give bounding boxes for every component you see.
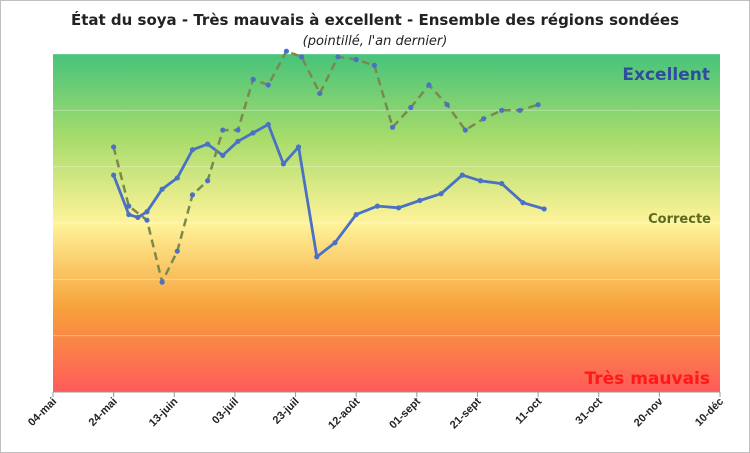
data-point-last-year [317,90,323,97]
data-point-current [144,209,150,215]
data-point-current [205,141,211,147]
x-axis: 04-mai 24-mai 13-juin 03-juil 23-juil 12-août… [26,391,726,432]
data-point-last-year [389,124,396,130]
zone-label-excellent: Excellent [622,65,710,85]
chart-subtitle: (pointillé, l'an dernier) [302,34,448,49]
data-point-current [374,203,381,209]
data-point-current [295,144,302,150]
data-point-last-year [299,54,305,60]
data-point-current [189,147,196,153]
data-point-last-year [250,76,256,82]
data-point-current [438,191,444,197]
data-point-last-year [205,178,211,184]
data-point-current [477,178,484,184]
data-point-last-year [283,48,290,54]
data-point-last-year [371,62,377,68]
data-point-current [126,211,132,218]
data-point-current [280,161,287,167]
data-point-current [332,240,338,246]
data-point-last-year [408,104,414,111]
x-tick-label: 10-déc [693,396,726,429]
data-point-current [174,175,180,181]
data-point-current [159,186,165,192]
data-point-last-year [535,102,541,108]
zone-label-correcte: Correcte [648,212,711,227]
data-point-current [396,205,402,211]
x-tick-label: 23-juil [271,396,302,427]
data-point-last-year [144,217,150,223]
data-point-last-year [462,127,468,133]
data-point-current [235,138,241,144]
data-point-current [220,152,226,158]
data-point-current [135,214,141,220]
data-point-current [541,206,547,212]
data-point-last-year [220,127,226,133]
data-point-last-year [111,144,117,150]
data-point-current [520,200,526,206]
data-point-current [250,130,256,136]
data-point-current [265,121,271,128]
data-point-last-year [335,54,341,60]
data-point-last-year [265,82,271,88]
x-tick-label: 21-sept [448,395,484,431]
data-point-last-year [159,279,165,285]
data-point-last-year [499,107,505,113]
data-point-last-year [353,57,359,63]
x-tick-label: 11-oct [513,395,544,426]
data-point-last-year [189,192,196,198]
x-tick-label: 20-nov [632,395,666,429]
x-tick-label: 04-mai [26,396,59,429]
data-point-last-year [235,127,241,133]
data-point-last-year [126,203,132,209]
data-point-last-year [426,82,432,88]
chart-title: État du soya - Très mauvais à excellent … [70,11,680,29]
x-tick-label: 01-sept [387,395,423,431]
series-layer [111,48,547,285]
data-point-current [417,197,423,204]
data-point-last-year [174,248,180,254]
data-point-current [111,172,117,178]
x-tick-label: 03-juil [210,396,241,427]
x-tick-label: 13-juin [147,395,181,429]
data-point-last-year [480,116,487,122]
series-line-last-year [112,49,539,284]
data-point-current [499,180,505,187]
data-point-current [459,172,465,178]
data-point-current [353,211,359,218]
x-tick-label: 12-août [326,395,362,431]
x-tick-label: 31-oct [573,395,605,427]
data-point-last-year [517,107,523,113]
zone-label-tres-mauvais: Très mauvais [585,369,710,389]
series-line-current [112,123,545,259]
data-point-current [314,254,320,260]
x-tick-label: 24-mai [87,396,120,429]
data-point-last-year [444,102,450,108]
